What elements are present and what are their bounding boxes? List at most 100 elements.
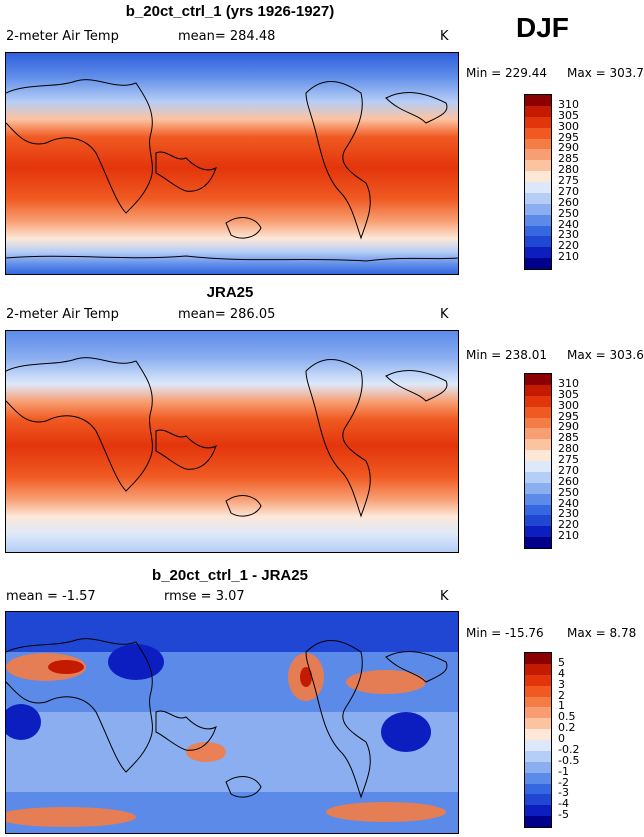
max-label: Max = 8.78 [567, 626, 637, 640]
colorbar-swatch [525, 450, 551, 461]
colorbar-tick-label: 1 [558, 699, 565, 713]
colorbar-tick-label: -1 [558, 764, 569, 778]
colorbar-tick-label: 230 [558, 507, 579, 521]
colorbar-swatch [525, 674, 551, 686]
colorbar-swatch [525, 685, 551, 697]
unit-label: K [440, 589, 449, 604]
max-label: Max = 303.64 [567, 348, 644, 362]
colorbar-tick-label: -4 [558, 797, 569, 811]
colorbar-tick-label: 285 [558, 152, 579, 166]
colorbar-swatch [525, 406, 551, 418]
min-label: Min = -15.76 [466, 626, 544, 640]
colorbar-tick-label: 230 [558, 228, 579, 242]
colorbar-tick-label: 240 [558, 217, 579, 231]
colorbar-tick-label: 280 [558, 442, 579, 456]
colorbar-swatch [525, 417, 551, 429]
colorbar-tick-label: 250 [558, 206, 579, 220]
colorbar-model [524, 94, 552, 270]
colorbar-tick-label: 290 [558, 141, 579, 155]
colorbar-swatch [525, 247, 551, 259]
min-label: Min = 238.01 [466, 348, 547, 362]
colorbar-swatch [525, 772, 551, 784]
colorbar-swatch [525, 395, 551, 407]
colorbar-tick-label: 260 [558, 474, 579, 488]
colorbar-tick-label: 280 [558, 163, 579, 177]
panel-title: JRA25 [206, 284, 254, 301]
colorbar-swatch [525, 696, 551, 708]
colorbar-tick-label: 300 [558, 398, 579, 412]
colorbar-swatch [525, 95, 551, 106]
colorbar-swatch [525, 116, 551, 128]
mean-label: mean= 284.48 [178, 29, 276, 44]
mean-label: mean= 286.05 [178, 307, 276, 322]
colorbar-swatch [525, 515, 551, 527]
colorbar-tick-label: 260 [558, 195, 579, 209]
colorbar-swatch [525, 439, 551, 451]
colorbar-swatch [525, 374, 551, 385]
map-reanalysis-temperature [5, 330, 459, 553]
colorbar-tick-label: 220 [558, 239, 579, 253]
min-label: Min = 229.44 [466, 66, 547, 80]
colorbar-tick-label: 310 [558, 97, 579, 111]
colorbar-swatch [525, 663, 551, 675]
colorbar-tick-label: 210 [558, 529, 579, 543]
colorbar-swatch [525, 149, 551, 161]
colorbar-reanalysis [524, 373, 552, 549]
colorbar-tick-label: 2 [558, 688, 565, 702]
colorbar-swatch [525, 761, 551, 773]
colorbar-tick-label: 275 [558, 174, 579, 187]
colorbar-tick-label: 0.2 [558, 721, 576, 735]
colorbar-swatch [525, 214, 551, 226]
colorbar-tick-label: 305 [558, 108, 579, 122]
colorbar-swatch [525, 138, 551, 150]
colorbar-swatch [525, 707, 551, 719]
colorbar-swatch [525, 384, 551, 396]
panel-title: b_20ct_ctrl_1 - JRA25 [152, 567, 308, 584]
variable-label: 2-meter Air Temp [6, 307, 119, 322]
map-difference-temperature [5, 611, 459, 834]
colorbar-swatch [525, 653, 551, 664]
colorbar-swatch [525, 750, 551, 762]
colorbar-tick-label: 275 [558, 453, 579, 466]
colorbar-tick-label: 220 [558, 518, 579, 532]
colorbar-swatch [525, 493, 551, 505]
colorbar-swatch [525, 504, 551, 516]
colorbar-swatch [525, 127, 551, 139]
map-model-temperature [5, 52, 459, 275]
colorbar-swatch [525, 192, 551, 204]
colorbar-swatch [525, 182, 551, 193]
unit-label: K [440, 307, 449, 322]
colorbar-swatch [525, 794, 551, 806]
colorbar-swatch [525, 537, 551, 548]
colorbar-tick-label: 300 [558, 119, 579, 133]
colorbar-tick-label: 250 [558, 485, 579, 499]
colorbar-tick-label: 295 [558, 409, 579, 423]
season-label: DJF [516, 12, 569, 43]
colorbar-swatch [525, 171, 551, 182]
colorbar-tick-label: 4 [558, 666, 565, 680]
mean-label: mean = -1.57 [6, 589, 96, 604]
colorbar-swatch [525, 805, 551, 817]
colorbar-tick-label: 285 [558, 431, 579, 445]
colorbar-tick-label: 3 [558, 677, 565, 691]
colorbar-tick-label: -5 [558, 808, 569, 822]
colorbar-tick-label: -3 [558, 786, 569, 800]
colorbar-swatch [525, 816, 551, 827]
colorbar-tick-label: -0.5 [558, 753, 580, 767]
colorbar-tick-label: 210 [558, 250, 579, 264]
colorbar-tick-label: 270 [558, 184, 579, 198]
variable-label: 2-meter Air Temp [6, 29, 119, 44]
colorbar-swatch [525, 428, 551, 440]
colorbar-swatch [525, 482, 551, 494]
max-label: Max = 303.72 [567, 66, 644, 80]
colorbar-tick-label: -2 [558, 775, 569, 789]
colorbar-tick-label: 290 [558, 420, 579, 434]
colorbar-swatch [525, 718, 551, 730]
colorbar-tick-label: 0 [558, 732, 565, 745]
colorbar-swatch [525, 526, 551, 538]
colorbar-swatch [525, 471, 551, 483]
colorbar-tick-label: 0.5 [558, 710, 576, 724]
colorbar-tick-label: 295 [558, 130, 579, 144]
colorbar-swatch [525, 783, 551, 795]
colorbar-tick-label: 310 [558, 376, 579, 390]
